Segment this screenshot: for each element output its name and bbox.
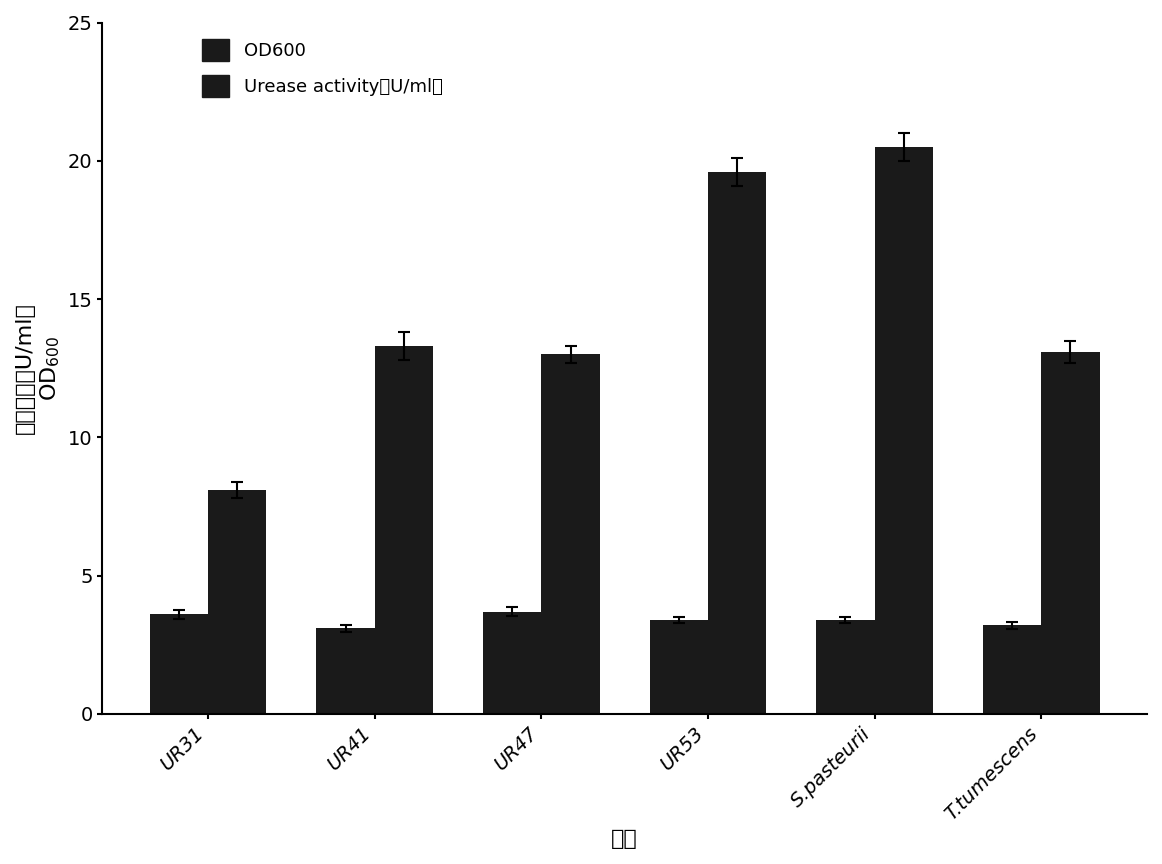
Bar <box>375 346 433 714</box>
Y-axis label: 脫酶活性（U/ml）
OD$_{600}$: 脫酶活性（U/ml） OD$_{600}$ <box>15 302 63 434</box>
Bar <box>316 628 375 714</box>
Bar <box>483 612 541 714</box>
Bar <box>708 172 766 714</box>
Bar <box>1041 352 1099 714</box>
Bar <box>150 614 208 714</box>
Bar <box>983 626 1041 714</box>
Bar <box>875 147 933 714</box>
Bar <box>816 619 875 714</box>
Bar <box>208 490 266 714</box>
X-axis label: 菌株: 菌株 <box>611 829 638 849</box>
Bar <box>650 619 708 714</box>
Bar <box>541 354 600 714</box>
Legend: OD600, Urease activity（U/ml）: OD600, Urease activity（U/ml） <box>195 31 450 105</box>
